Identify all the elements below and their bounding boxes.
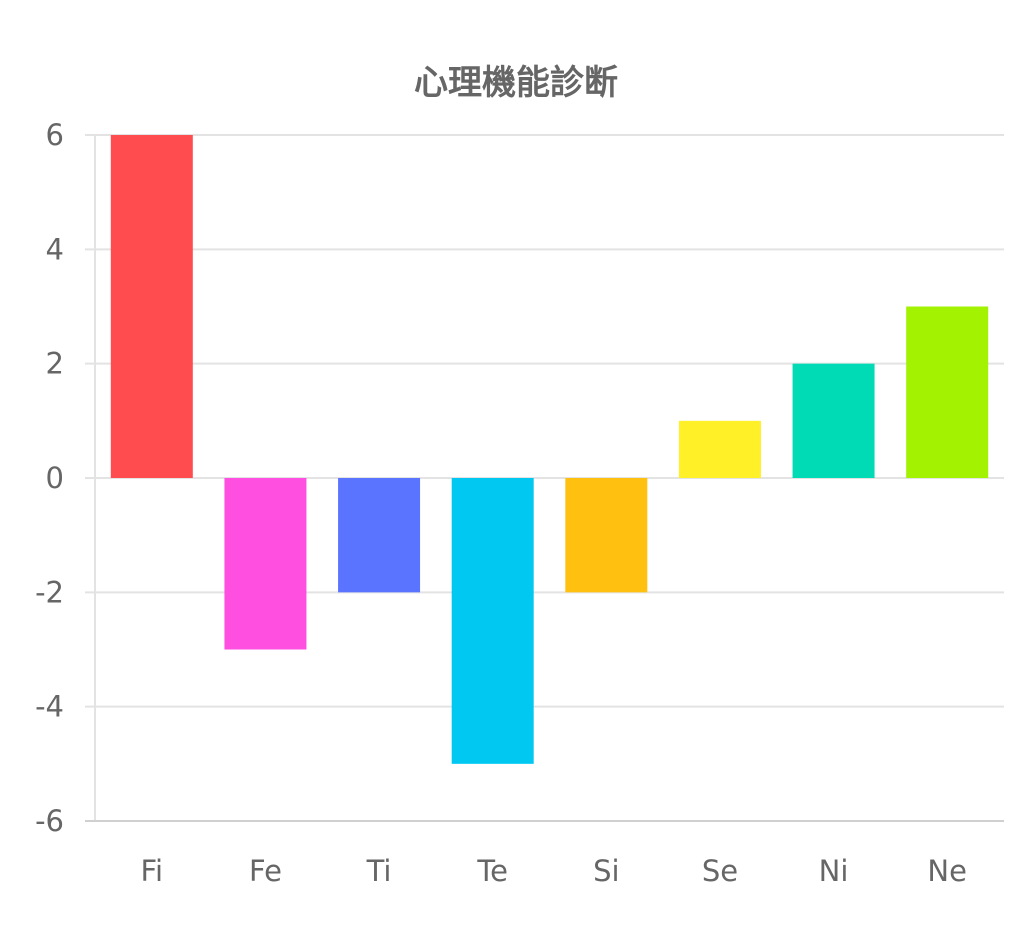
bar-fi [110, 135, 193, 478]
x-category-label: Fe [249, 854, 282, 888]
y-tick-label: -2 [35, 575, 64, 609]
bar-ti [338, 478, 421, 593]
bar-ne [906, 306, 989, 478]
y-tick-label: 0 [46, 461, 64, 495]
bar-te [451, 478, 534, 764]
x-category-label: Si [593, 854, 619, 888]
x-category-label: Ti [366, 854, 392, 888]
axes [85, 135, 1004, 822]
chart-title: 心理機能診断 [414, 63, 618, 103]
x-category-label: Ne [927, 854, 967, 888]
bar-se [678, 420, 761, 478]
x-category-label: Te [476, 854, 508, 888]
y-axis-tick-labels: 6 4 2 0 -2 -4 -6 [35, 118, 64, 838]
bar-ni [792, 363, 875, 478]
x-axis-category-labels: Fi Fe Ti Te Si Se Ni Ne [140, 854, 966, 888]
x-category-label: Ni [819, 854, 849, 888]
y-tick-label: 4 [46, 232, 64, 266]
x-category-label: Fi [140, 854, 163, 888]
bars [110, 135, 989, 764]
y-tick-label: 2 [46, 347, 64, 381]
bar-si [565, 478, 648, 593]
bar-fe [224, 478, 307, 650]
y-tick-label: -4 [35, 690, 64, 724]
y-tick-label: 6 [46, 118, 64, 152]
x-category-label: Se [702, 854, 738, 888]
y-tick-label: -6 [35, 804, 64, 838]
